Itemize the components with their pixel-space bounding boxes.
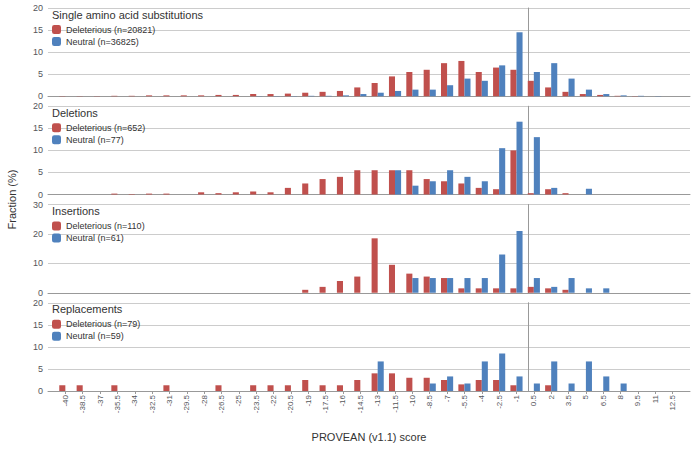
svg-text:15: 15 <box>33 123 43 133</box>
svg-text:5: 5 <box>581 394 590 399</box>
svg-text:12.5: 12.5 <box>668 394 677 410</box>
svg-text:-19: -19 <box>304 394 313 406</box>
svg-text:5: 5 <box>38 364 43 374</box>
svg-text:Neutral (n=77): Neutral (n=77) <box>66 135 124 145</box>
svg-text:5: 5 <box>38 69 43 79</box>
svg-text:-17.5: -17.5 <box>321 394 330 413</box>
svg-text:-14.5: -14.5 <box>356 394 365 413</box>
svg-text:Deleterious (n=652): Deleterious (n=652) <box>66 123 145 133</box>
svg-text:Deleterious (n=20821): Deleterious (n=20821) <box>66 25 155 35</box>
svg-text:0: 0 <box>38 288 43 298</box>
svg-text:30: 30 <box>33 200 43 210</box>
svg-text:-25: -25 <box>234 394 243 406</box>
svg-text:-34: -34 <box>130 394 139 406</box>
svg-text:3.5: 3.5 <box>564 394 573 406</box>
svg-text:-13: -13 <box>373 394 382 406</box>
svg-text:-10: -10 <box>408 394 417 406</box>
svg-text:2: 2 <box>547 394 556 399</box>
svg-text:Deleterious (n=110): Deleterious (n=110) <box>66 221 145 231</box>
svg-text:15: 15 <box>33 320 43 330</box>
svg-text:0: 0 <box>38 190 43 200</box>
svg-text:Fraction (%): Fraction (%) <box>6 170 18 230</box>
svg-text:-4: -4 <box>477 394 486 402</box>
svg-text:10: 10 <box>33 258 43 268</box>
svg-text:-22: -22 <box>269 394 278 406</box>
svg-text:-8.5: -8.5 <box>425 394 434 408</box>
svg-text:10: 10 <box>33 47 43 57</box>
svg-text:Single amino acid substitution: Single amino acid substitutions <box>52 9 204 21</box>
svg-text:Neutral (n=59): Neutral (n=59) <box>66 331 124 341</box>
svg-text:-35.5: -35.5 <box>113 394 122 413</box>
svg-text:9.5: 9.5 <box>633 394 642 406</box>
svg-text:20: 20 <box>33 229 43 239</box>
svg-text:20: 20 <box>33 298 43 308</box>
svg-text:20: 20 <box>33 3 43 13</box>
svg-text:PROVEAN (v1.1) score: PROVEAN (v1.1) score <box>312 431 427 443</box>
svg-text:0.5: 0.5 <box>529 394 538 406</box>
svg-text:-1: -1 <box>512 394 521 402</box>
svg-text:-20.5: -20.5 <box>286 394 295 413</box>
svg-text:-31: -31 <box>165 394 174 406</box>
svg-text:-5.5: -5.5 <box>460 394 469 408</box>
svg-text:Deleterious (n=79): Deleterious (n=79) <box>66 319 140 329</box>
svg-text:0: 0 <box>38 91 43 101</box>
svg-text:-40: -40 <box>61 394 70 406</box>
svg-text:Insertions: Insertions <box>52 205 100 217</box>
svg-text:-37: -37 <box>96 394 105 406</box>
svg-text:20: 20 <box>33 101 43 111</box>
svg-text:15: 15 <box>33 25 43 35</box>
svg-text:-38.5: -38.5 <box>78 394 87 413</box>
svg-text:-7: -7 <box>443 394 452 402</box>
svg-text:-23.5: -23.5 <box>252 394 261 413</box>
svg-text:0: 0 <box>38 386 43 396</box>
svg-text:Replacements: Replacements <box>52 303 123 315</box>
svg-text:5: 5 <box>38 167 43 177</box>
svg-text:-28: -28 <box>200 394 209 406</box>
svg-text:Deletions: Deletions <box>52 107 98 119</box>
svg-text:-29.5: -29.5 <box>182 394 191 413</box>
svg-text:-26.5: -26.5 <box>217 394 226 413</box>
svg-text:Neutral (n=36825): Neutral (n=36825) <box>66 37 139 47</box>
svg-text:10: 10 <box>33 342 43 352</box>
svg-text:10: 10 <box>33 145 43 155</box>
svg-text:-11.5: -11.5 <box>391 394 400 412</box>
svg-text:8: 8 <box>616 394 625 399</box>
svg-text:-32.5: -32.5 <box>148 394 157 413</box>
svg-text:-2.5: -2.5 <box>495 394 504 408</box>
svg-text:Neutral (n=61): Neutral (n=61) <box>66 233 124 243</box>
svg-text:-16: -16 <box>338 394 347 406</box>
svg-text:6.5: 6.5 <box>599 394 608 406</box>
svg-text:11: 11 <box>651 394 660 403</box>
